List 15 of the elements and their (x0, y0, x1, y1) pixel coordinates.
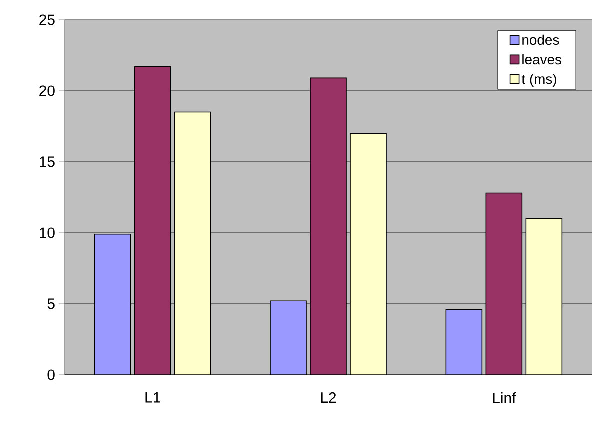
x-tick-label: Linf (493, 392, 516, 404)
bar (350, 133, 387, 375)
x-tick-label: L1 (146, 392, 160, 403)
y-tick-label: 25 (40, 14, 55, 26)
y-tick-label: 20 (40, 86, 55, 96)
legend-label: leaves (522, 54, 562, 65)
legend-label: t (ms) (522, 74, 556, 87)
y-tick-label: 15 (40, 156, 55, 168)
x-tick-label: L2 (321, 392, 336, 403)
bar (174, 112, 212, 375)
y-tick-label: 10 (40, 228, 55, 238)
legend-label: nodes (522, 34, 560, 46)
y-tick-label: 5 (48, 298, 55, 310)
bar (526, 218, 563, 375)
y-tick-label: 0 (48, 370, 55, 380)
